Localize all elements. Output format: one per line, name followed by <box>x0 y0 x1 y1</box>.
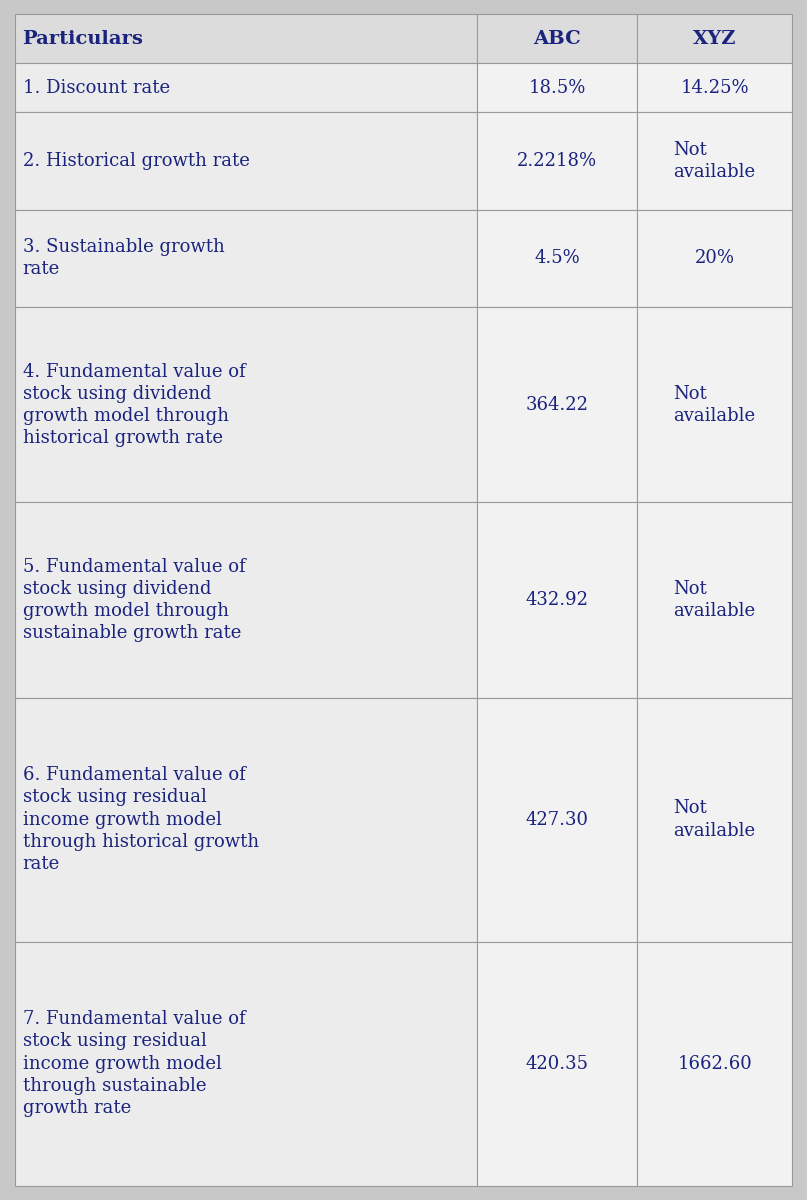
Bar <box>15 697 478 942</box>
Bar <box>478 307 637 503</box>
Bar <box>15 64 478 112</box>
Text: 364.22: 364.22 <box>525 396 588 414</box>
Bar <box>637 112 792 210</box>
Bar <box>637 64 792 112</box>
Bar <box>478 697 637 942</box>
Bar <box>478 112 637 210</box>
Text: 5. Fundamental value of
stock using dividend
growth model through
sustainable gr: 5. Fundamental value of stock using divi… <box>23 558 245 642</box>
Text: 432.92: 432.92 <box>525 590 588 608</box>
Text: 20%: 20% <box>695 250 734 268</box>
Bar <box>637 697 792 942</box>
Text: 1. Discount rate: 1. Discount rate <box>23 78 169 96</box>
Bar <box>15 503 478 697</box>
Bar <box>478 14 637 64</box>
Bar <box>478 503 637 697</box>
Text: Not
available: Not available <box>674 799 755 840</box>
Text: Not
available: Not available <box>674 385 755 425</box>
Bar <box>15 14 478 64</box>
Text: 14.25%: 14.25% <box>680 78 749 96</box>
Text: 1662.60: 1662.60 <box>677 1055 752 1073</box>
Bar <box>478 64 637 112</box>
Bar <box>15 210 478 307</box>
Text: ABC: ABC <box>533 30 581 48</box>
Bar <box>637 503 792 697</box>
Bar <box>637 307 792 503</box>
Bar <box>637 14 792 64</box>
Text: XYZ: XYZ <box>693 30 737 48</box>
Text: 4.5%: 4.5% <box>534 250 580 268</box>
Text: Particulars: Particulars <box>23 30 144 48</box>
Text: 2. Historical growth rate: 2. Historical growth rate <box>23 151 249 169</box>
Bar <box>15 112 478 210</box>
Bar <box>478 210 637 307</box>
Text: 18.5%: 18.5% <box>529 78 586 96</box>
Text: 3. Sustainable growth
rate: 3. Sustainable growth rate <box>23 239 224 278</box>
Text: Not
available: Not available <box>674 580 755 620</box>
Text: 2.2218%: 2.2218% <box>517 151 597 169</box>
Text: 4. Fundamental value of
stock using dividend
growth model through
historical gro: 4. Fundamental value of stock using divi… <box>23 362 245 448</box>
Bar <box>15 942 478 1186</box>
Bar <box>15 307 478 503</box>
Text: 6. Fundamental value of
stock using residual
income growth model
through histori: 6. Fundamental value of stock using resi… <box>23 766 259 872</box>
Bar <box>478 942 637 1186</box>
Text: 420.35: 420.35 <box>525 1055 588 1073</box>
Bar <box>637 942 792 1186</box>
Text: 427.30: 427.30 <box>525 810 588 828</box>
Text: Not
available: Not available <box>674 140 755 181</box>
Bar <box>637 210 792 307</box>
Text: 7. Fundamental value of
stock using residual
income growth model
through sustain: 7. Fundamental value of stock using resi… <box>23 1010 245 1117</box>
